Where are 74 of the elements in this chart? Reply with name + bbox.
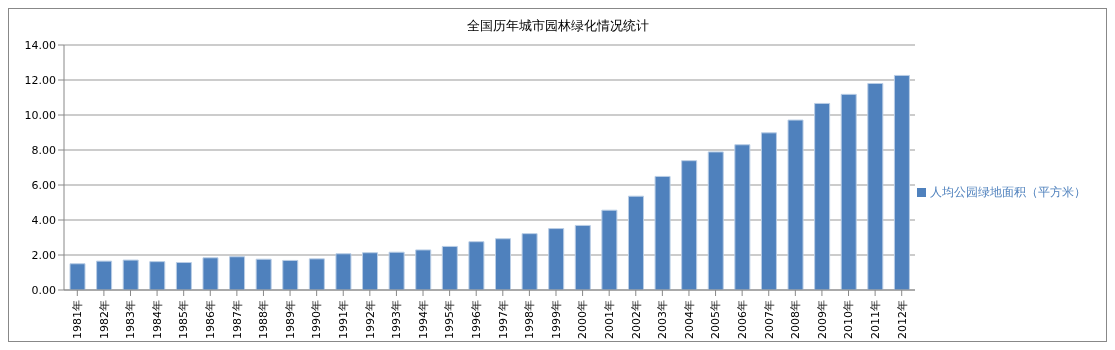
legend-label: 人均公园绿地面积（平方米）: [930, 184, 1086, 199]
x-tick-label: 2008年: [789, 300, 803, 339]
y-tick-label: 0.00: [31, 283, 56, 297]
bar: [627, 195, 644, 290]
x-tick-label: 2012年: [895, 300, 909, 339]
bar: [308, 258, 325, 290]
bar: [96, 260, 113, 290]
x-tick-label: 1994年: [416, 300, 430, 339]
bar: [574, 224, 591, 290]
bar: [282, 259, 299, 290]
x-tick-label: 1995年: [443, 300, 457, 339]
bar: [122, 259, 139, 290]
x-tick-label: 2005年: [709, 300, 723, 339]
x-tick-label: 1984年: [150, 300, 164, 339]
bar: [867, 83, 884, 290]
x-tick-label: 1993年: [390, 300, 404, 339]
x-tick-label: 2009年: [815, 300, 829, 339]
bar: [335, 253, 352, 290]
x-tick-label: 2002年: [629, 300, 643, 339]
y-tick-label: 4.00: [31, 213, 56, 227]
y-tick-label: 12.00: [24, 73, 56, 87]
bar: [388, 251, 405, 290]
chart-title: 全国历年城市园林绿化情况统计: [465, 17, 650, 35]
y-tick-label: 14.00: [24, 38, 56, 52]
x-tick-label: 1982年: [97, 300, 111, 339]
bar: [734, 144, 751, 290]
x-tick-label: 2001年: [602, 300, 616, 339]
x-tick-label: 2010年: [842, 300, 856, 339]
x-tick-label: 1999年: [549, 300, 563, 339]
bar: [814, 102, 831, 290]
x-tick-label: 1983年: [124, 300, 138, 339]
bar: [149, 261, 166, 290]
y-tick-label: 8.00: [31, 143, 56, 157]
bar: [760, 132, 777, 290]
bar: [255, 258, 272, 290]
bar: [548, 228, 565, 290]
bar: [415, 249, 432, 290]
x-tick-label: 1987年: [230, 300, 244, 339]
bar: [840, 93, 857, 290]
x-tick-label: 2011年: [868, 300, 882, 339]
bar: [495, 238, 511, 290]
x-tick-label: 1988年: [257, 300, 271, 339]
bar: [441, 245, 458, 290]
bar: [601, 209, 618, 290]
x-tick-label: 2006年: [735, 300, 749, 339]
x-tick-label: 2007年: [762, 300, 776, 339]
x-tick-label: 1992年: [363, 300, 377, 339]
x-tick-label: 1996年: [470, 300, 484, 339]
x-tick-label: 2003年: [656, 300, 670, 339]
bar: [362, 252, 379, 290]
bar: [69, 263, 86, 290]
bar: [468, 241, 485, 290]
x-tick-label: 1997年: [496, 300, 510, 339]
bar: [654, 175, 671, 290]
x-tick-label: 1986年: [204, 300, 218, 339]
bar: [893, 74, 910, 290]
bar: [707, 151, 724, 290]
bar: [202, 257, 219, 290]
bar: [229, 256, 246, 290]
y-tick-label: 10.00: [24, 108, 56, 122]
x-tick-label: 1998年: [523, 300, 537, 339]
bar: [681, 160, 698, 290]
x-tick-label: 1981年: [71, 300, 85, 339]
x-tick-label: 1990年: [310, 300, 324, 339]
x-tick-label: 2000年: [576, 300, 590, 339]
x-tick-label: 1989年: [283, 300, 297, 339]
bar: [175, 262, 192, 290]
x-tick-label: 1985年: [177, 300, 191, 339]
x-tick-label: 1991年: [337, 300, 351, 339]
y-tick-label: 6.00: [31, 178, 56, 192]
x-tick-label: 2004年: [682, 300, 696, 339]
bar: [787, 119, 804, 290]
bar: [521, 233, 538, 290]
y-tick-label: 2.00: [31, 248, 56, 262]
